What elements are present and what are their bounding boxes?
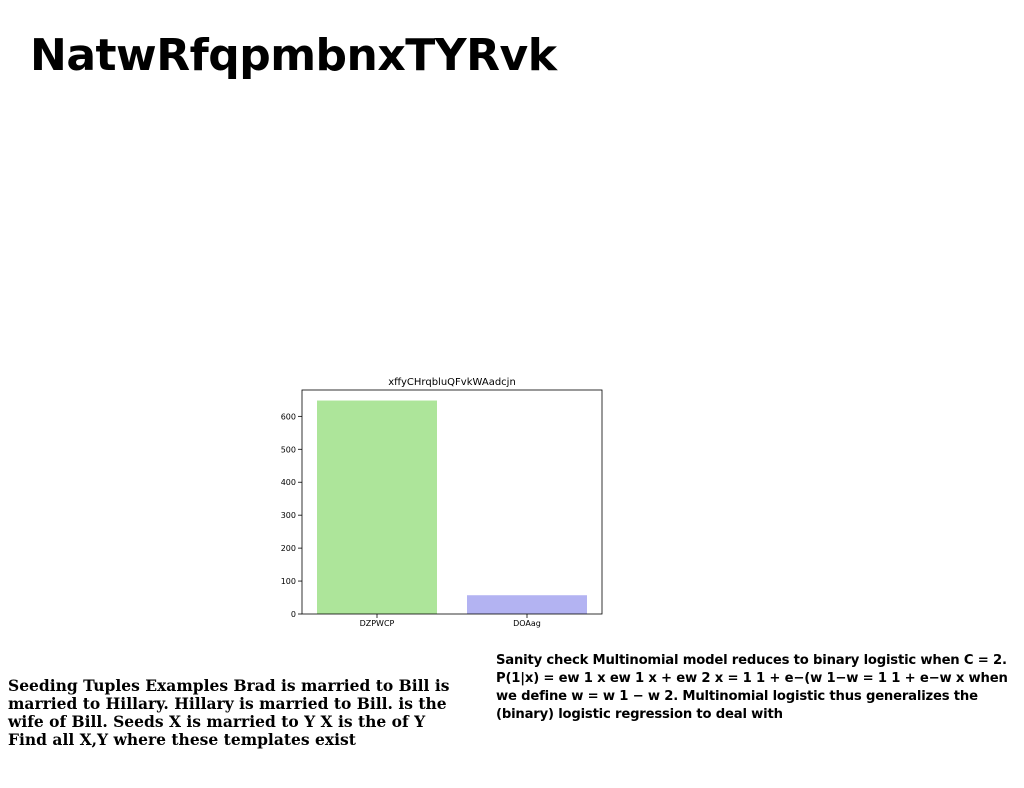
y-tick-label: 0 xyxy=(291,610,296,619)
paragraph-right: Sanity check Multinomial model reduces t… xyxy=(496,653,1008,722)
y-tick-label: 100 xyxy=(281,577,296,586)
x-tick-label: DZPWCP xyxy=(360,619,395,628)
y-axis: 0 100 200 300 400 500 600 xyxy=(281,412,302,619)
bars xyxy=(317,400,587,614)
bar-dzpwcp xyxy=(317,400,437,614)
bar-doaag xyxy=(467,595,587,614)
y-tick-label: 400 xyxy=(281,478,296,487)
x-tick-label: DOAag xyxy=(513,619,541,628)
paragraph-left: Seeding Tuples Examples Brad is married … xyxy=(8,676,450,749)
chart-title: xffyCHrqbluQFvkWAadcjn xyxy=(388,377,516,388)
plot-frame xyxy=(301,389,603,615)
page-title: NatwRfqpmbnxTYRvk xyxy=(30,30,557,81)
y-tick-label: 500 xyxy=(281,445,296,454)
x-axis: DZPWCP DOAag xyxy=(360,614,541,628)
y-tick-label: 200 xyxy=(281,544,296,553)
y-tick-label: 300 xyxy=(281,511,296,520)
y-tick-label: 600 xyxy=(281,412,296,421)
